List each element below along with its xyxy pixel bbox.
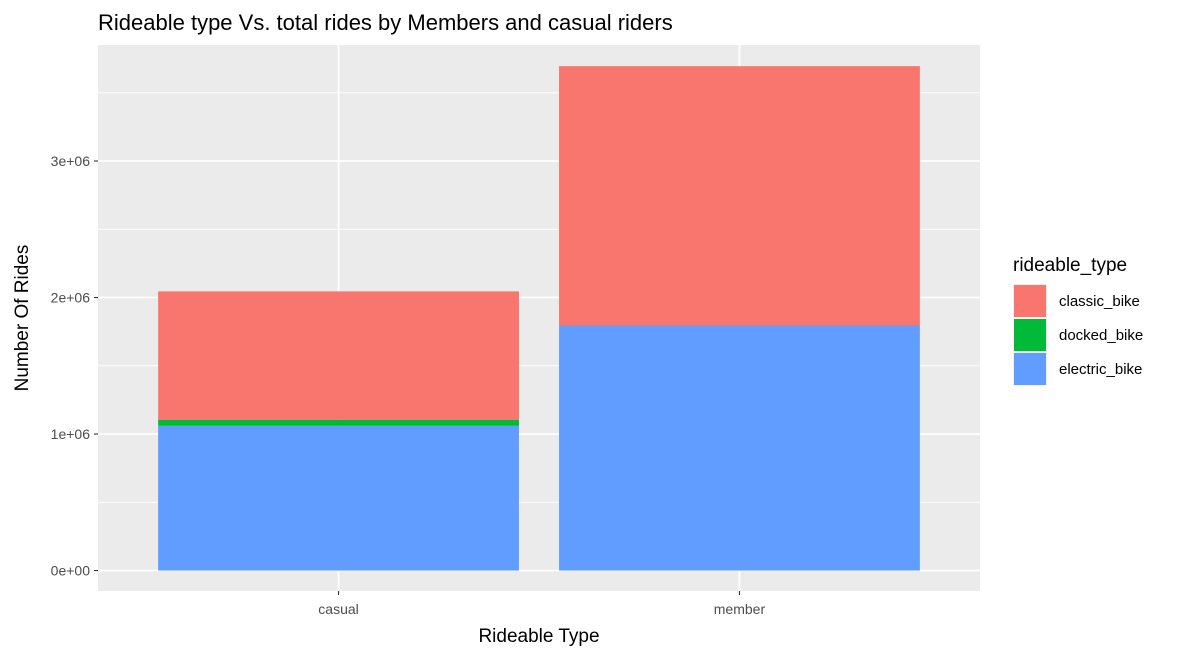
legend-label-classic_bike: classic_bike xyxy=(1059,293,1140,310)
y-tick-label: 3e+06 xyxy=(51,153,91,169)
legend-key-electric_bike xyxy=(1014,353,1046,385)
legend-items: classic_bike docked_bike electric_bike xyxy=(1013,284,1143,386)
legend: rideable_type classic_bike docked_bikeele… xyxy=(1013,255,1143,386)
bar-casual-electric_bike xyxy=(158,425,519,571)
y-axis-title: Number Of Rides xyxy=(12,245,33,392)
chart-title: Rideable type Vs. total rides by Members… xyxy=(98,10,673,35)
y-axis: 0e+00 1e+06 2e+06 3e+06 xyxy=(51,153,98,579)
x-tick-label: member xyxy=(714,601,766,617)
legend-title: rideable_type xyxy=(1013,255,1127,276)
legend-label-docked_bike: docked_bike xyxy=(1059,327,1143,344)
legend-label-electric_bike: electric_bike xyxy=(1059,361,1142,378)
y-tick-label: 1e+06 xyxy=(51,426,91,442)
bar-casual-classic_bike xyxy=(158,291,519,420)
legend-key-docked_bike xyxy=(1014,319,1046,351)
x-axis-title: Rideable Type xyxy=(478,626,599,647)
bars xyxy=(158,66,920,571)
x-axis: casual member xyxy=(318,591,765,617)
y-tick-label: 2e+06 xyxy=(51,290,91,306)
legend-key-classic_bike xyxy=(1014,285,1046,317)
y-tick-label: 0e+00 xyxy=(51,563,91,579)
bar-member-classic_bike xyxy=(559,66,920,326)
bar-casual-docked_bike xyxy=(158,419,519,426)
bar-member-electric_bike xyxy=(559,325,920,571)
x-tick-label: casual xyxy=(318,601,358,617)
